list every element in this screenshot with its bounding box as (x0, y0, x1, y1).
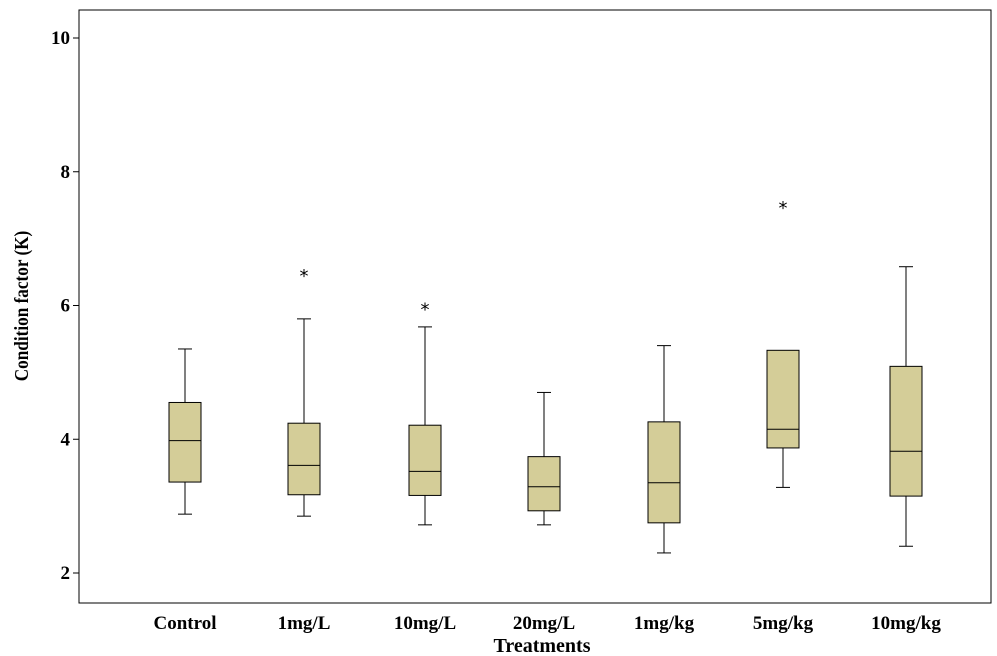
x-tick-label: Control (154, 613, 217, 634)
plot-frame (78, 9, 992, 604)
iqr-box (647, 421, 681, 524)
iqr-box (766, 349, 800, 449)
outlier-star: * (779, 198, 788, 219)
outlier-star: * (421, 300, 430, 321)
y-tick-label: 8 (61, 162, 71, 183)
iqr-box (889, 365, 923, 497)
box-5: * (766, 198, 800, 488)
y-tick-label: 4 (61, 429, 71, 450)
y-tick-label: 6 (61, 296, 71, 317)
y-tick-label: 2 (61, 563, 71, 584)
x-tick-label: 1mg/kg (634, 613, 695, 634)
x-tick-label: 10mg/L (394, 613, 456, 634)
box-1: * (287, 266, 321, 517)
iqr-box (168, 401, 202, 483)
x-axis: Control 1mg/L 10mg/L 20mg/L 1mg/kg 5mg/kg 10mg… (154, 613, 942, 634)
box-3 (527, 391, 561, 526)
x-tick-label: 20mg/L (513, 613, 575, 634)
box-4 (647, 345, 681, 554)
outlier-star: * (300, 266, 309, 287)
x-tick-label: 5mg/kg (753, 613, 814, 634)
x-tick-label: 10mg/kg (871, 613, 941, 634)
y-tick-label: 10 (51, 28, 70, 49)
iqr-box (408, 424, 442, 496)
iqr-box (287, 422, 321, 496)
y-axis-title: Condition factor (K) (11, 231, 34, 382)
iqr-box (527, 456, 561, 512)
box-6 (889, 266, 923, 547)
box-0 (168, 348, 202, 515)
boxes: * * * (168, 198, 923, 554)
box-2: * (408, 300, 442, 526)
x-tick-label: 1mg/L (278, 613, 331, 634)
y-axis: 2 4 6 8 10 (51, 28, 79, 584)
x-axis-title: Treatments (493, 635, 590, 656)
